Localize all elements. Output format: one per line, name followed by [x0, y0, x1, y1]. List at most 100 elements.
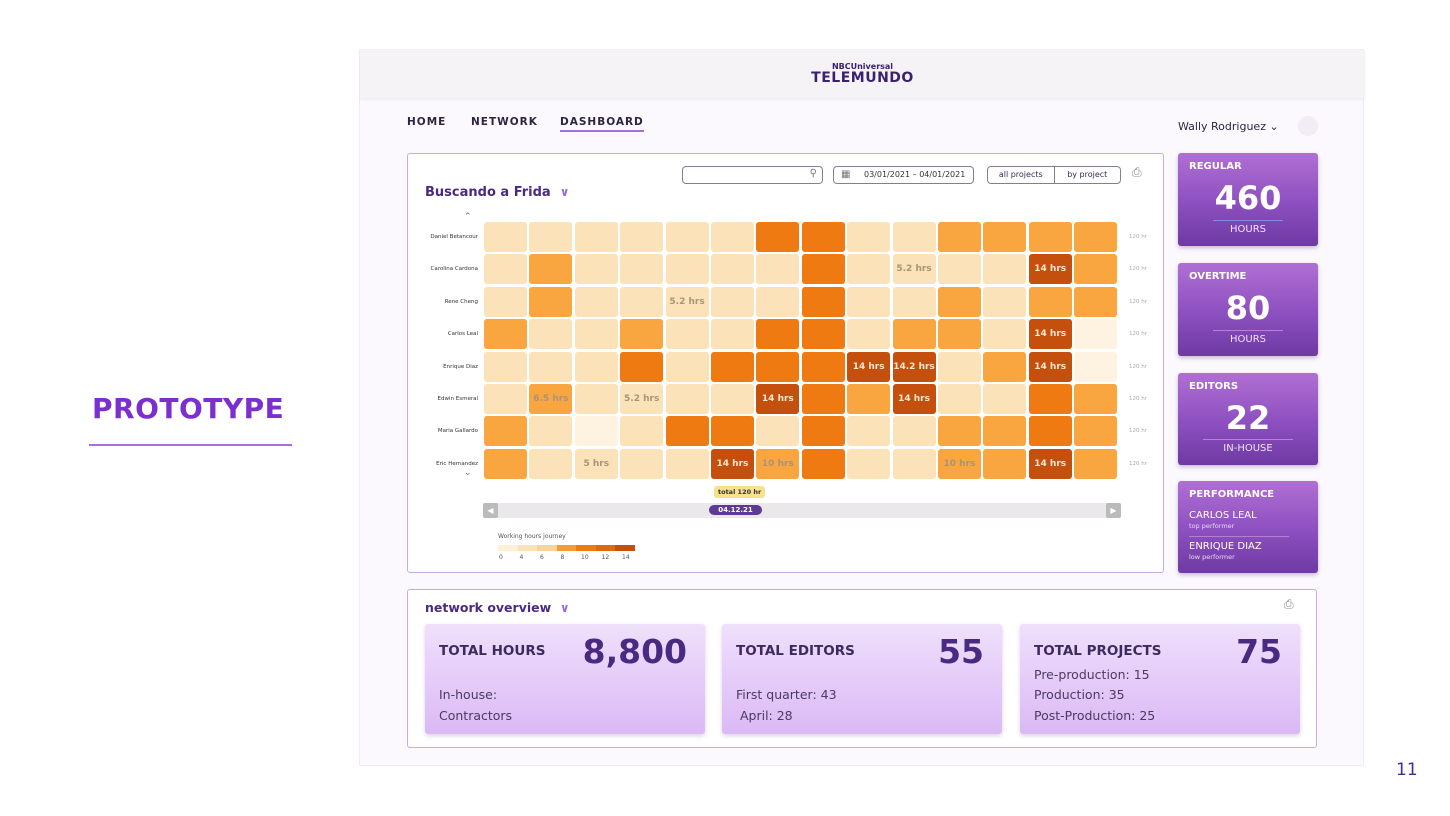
heatmap-cell[interactable]	[484, 416, 527, 447]
heatmap-cell[interactable]	[1028, 416, 1072, 447]
heatmap-cell[interactable]	[983, 222, 1027, 252]
editor-name[interactable]: Carlos Leal	[447, 331, 478, 338]
heatmap-cell[interactable]	[529, 416, 573, 447]
heatmap-cell[interactable]	[801, 254, 845, 285]
heatmap-cell[interactable]	[620, 319, 664, 350]
heatmap-cell[interactable]	[847, 254, 891, 285]
heatmap-cell[interactable]	[983, 286, 1027, 317]
brand-logo[interactable]: TELEMUNDO	[811, 70, 914, 86]
heatmap-cell[interactable]: 14 hrs	[756, 383, 800, 414]
chevron-up-icon[interactable]: ⌃	[464, 212, 472, 222]
heatmap-cell[interactable]	[1074, 416, 1118, 447]
heatmap-cell[interactable]	[983, 383, 1027, 414]
heatmap-cell[interactable]: 14.2 hrs	[892, 351, 936, 382]
heatmap-cell[interactable]	[620, 351, 664, 382]
heatmap-cell[interactable]	[1074, 351, 1118, 382]
heatmap-cell[interactable]	[710, 351, 754, 382]
heatmap-cell[interactable]	[801, 222, 845, 252]
heatmap-cell[interactable]	[574, 254, 618, 285]
heatmap-cell[interactable]	[983, 416, 1027, 447]
heatmap-cell[interactable]	[801, 351, 845, 382]
heatmap-cell[interactable]	[1028, 286, 1072, 317]
heatmap-cell[interactable]	[484, 383, 527, 414]
heatmap-cell[interactable]	[665, 222, 709, 252]
heatmap-cell[interactable]: 14 hrs	[1028, 254, 1072, 285]
heatmap-cell[interactable]	[484, 286, 527, 317]
heatmap-cell[interactable]	[620, 448, 664, 479]
heatmap-cell[interactable]: 5.2 hrs	[665, 286, 709, 317]
heatmap-cell[interactable]	[892, 448, 936, 479]
heatmap-cell[interactable]	[937, 383, 981, 414]
heatmap-cell[interactable]	[983, 319, 1027, 350]
editor-name[interactable]: Edwin Esmeral	[437, 395, 478, 402]
timeline-date-handle[interactable]: 04.12.21	[709, 505, 762, 515]
heatmap-cell[interactable]	[529, 351, 573, 382]
heatmap-cell[interactable]: 14 hrs	[1028, 351, 1072, 382]
heatmap-cell[interactable]	[801, 383, 845, 414]
heatmap-cell[interactable]	[983, 254, 1027, 285]
editor-name[interactable]: Enrique Diaz	[443, 363, 478, 370]
heatmap-cell[interactable]	[1074, 254, 1118, 285]
heatmap-cell[interactable]	[937, 319, 981, 350]
avatar[interactable]	[1298, 116, 1318, 136]
heatmap-cell[interactable]	[529, 254, 573, 285]
heatmap-cell[interactable]	[710, 222, 754, 252]
heatmap-cell[interactable]	[620, 286, 664, 317]
heatmap-cell[interactable]	[1074, 222, 1118, 252]
heatmap-cell[interactable]	[665, 254, 709, 285]
search-input[interactable]: ⚲	[682, 166, 823, 184]
heatmap-cell[interactable]	[892, 222, 936, 252]
heatmap-cell[interactable]	[847, 286, 891, 317]
heatmap-cell[interactable]	[484, 319, 527, 350]
heatmap-cell[interactable]	[847, 416, 891, 447]
heatmap-cell[interactable]	[574, 319, 618, 350]
date-range-picker[interactable]: ▦ 03/01/2021 – 04/01/2021	[833, 166, 974, 184]
heatmap-cell[interactable]	[937, 222, 981, 252]
heatmap-cell[interactable]	[1074, 286, 1118, 317]
heatmap-cell[interactable]: 14 hrs	[847, 351, 891, 382]
heatmap-cell[interactable]	[710, 383, 754, 414]
heatmap-cell[interactable]	[574, 383, 618, 414]
heatmap-cell[interactable]	[484, 351, 527, 382]
heatmap-cell[interactable]	[892, 416, 936, 447]
heatmap-cell[interactable]	[484, 448, 527, 479]
heatmap-cell[interactable]	[756, 222, 800, 252]
heatmap-cell[interactable]	[801, 286, 845, 317]
nav-dashboard[interactable]: DASHBOARD	[560, 116, 644, 132]
heatmap-cell[interactable]: 6.5 hrs	[529, 383, 573, 414]
heatmap-cell[interactable]	[937, 286, 981, 317]
editor-name[interactable]: Rene Cheng	[444, 298, 478, 305]
heatmap-cell[interactable]	[710, 416, 754, 447]
heatmap-cell[interactable]	[756, 254, 800, 285]
heatmap-cell[interactable]	[983, 351, 1027, 382]
heatmap-cell[interactable]	[665, 383, 709, 414]
heatmap-cell[interactable]	[801, 319, 845, 350]
heatmap-cell[interactable]	[756, 319, 800, 350]
heatmap-cell[interactable]	[620, 222, 664, 252]
heatmap-cell[interactable]	[847, 383, 891, 414]
heatmap-cell[interactable]	[710, 286, 754, 317]
heatmap-cell[interactable]	[529, 319, 573, 350]
heatmap-cell[interactable]: 14 hrs	[892, 383, 936, 414]
timeline-scrollbar[interactable]: ◀ ▶	[483, 503, 1121, 518]
editor-name[interactable]: Carolina Cardona	[430, 266, 478, 273]
heatmap-cell[interactable]	[665, 319, 709, 350]
scroll-right-icon[interactable]: ▶	[1106, 503, 1121, 518]
heatmap-cell[interactable]	[983, 448, 1027, 479]
heatmap-cell[interactable]	[756, 416, 800, 447]
heatmap-cell[interactable]	[892, 319, 936, 350]
scroll-left-icon[interactable]: ◀	[483, 503, 498, 518]
heatmap-cell[interactable]	[484, 222, 527, 252]
heatmap-cell[interactable]	[892, 286, 936, 317]
heatmap-cell[interactable]	[1028, 383, 1072, 414]
project-selector[interactable]: Buscando a Frida ∨	[425, 185, 570, 200]
heatmap-cell[interactable]: 14 hrs	[1028, 448, 1072, 479]
heatmap-cell[interactable]: 10 hrs	[937, 448, 981, 479]
heatmap-cell[interactable]	[1028, 222, 1072, 252]
heatmap-cell[interactable]	[1074, 448, 1118, 479]
heatmap-cell[interactable]	[665, 448, 709, 479]
heatmap-cell[interactable]	[620, 254, 664, 285]
heatmap-cell[interactable]	[1074, 319, 1118, 350]
print-icon[interactable]: ⎙	[1284, 597, 1294, 611]
heatmap-cell[interactable]	[529, 222, 573, 252]
